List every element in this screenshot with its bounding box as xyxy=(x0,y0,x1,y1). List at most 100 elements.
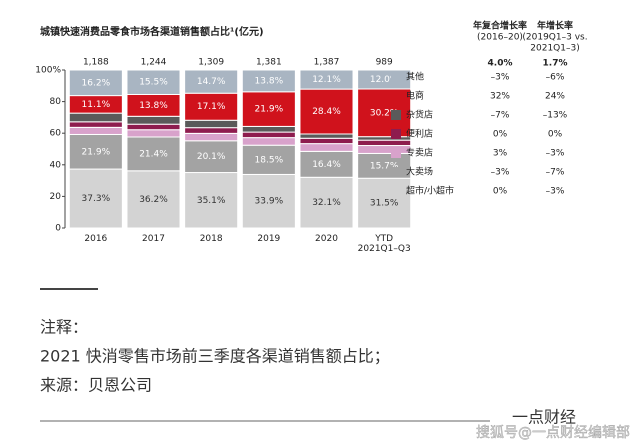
growth-value: 0% xyxy=(493,130,508,140)
x-tick-label: 2018 xyxy=(200,234,223,244)
x-tick-label: 2019 xyxy=(257,234,280,244)
bar-segment xyxy=(241,173,296,229)
bar-segment xyxy=(184,69,239,94)
value-label: 17.1% xyxy=(197,102,226,112)
bar-segment xyxy=(126,69,181,95)
growth-value: –3% xyxy=(546,187,565,197)
signature: 一点财经 xyxy=(512,408,576,427)
total-label: 1,381 xyxy=(256,58,282,68)
value-label: 21.9% xyxy=(255,105,284,115)
bar-segment xyxy=(241,131,296,139)
bar-segment xyxy=(299,143,354,152)
y-tick-label: 20 xyxy=(50,192,62,202)
legend-swatch xyxy=(391,110,401,120)
bar-segment xyxy=(68,121,123,128)
bar-segment xyxy=(357,136,412,141)
total-label: 1,188 xyxy=(83,58,109,68)
legend-swatch xyxy=(391,129,401,139)
value-label: 11.1% xyxy=(82,100,111,110)
x-tick-label: 2017 xyxy=(142,234,165,244)
growth-header: (2019Q1–3 vs. xyxy=(522,33,587,43)
value-label: 15.7% xyxy=(370,161,399,171)
bar-segment xyxy=(357,177,412,229)
legend-label: 大卖场 xyxy=(406,166,433,178)
growth-value: 32% xyxy=(490,92,510,102)
value-label: 30.2% xyxy=(370,108,399,118)
value-label: 12.1% xyxy=(312,75,341,85)
legend-swatch xyxy=(391,72,401,82)
growth-value: –7% xyxy=(491,111,510,121)
value-label: 14.7% xyxy=(197,77,226,87)
value-label: 33.9% xyxy=(255,197,284,207)
bar-segment xyxy=(357,145,412,154)
bar-segment xyxy=(184,119,239,129)
value-label: 28.4% xyxy=(312,107,341,117)
bar-segment xyxy=(241,144,296,175)
growth-value: 24% xyxy=(545,92,565,102)
growth-value: –6% xyxy=(546,73,565,83)
bar-segment xyxy=(68,133,123,170)
legend-label: 其他 xyxy=(406,71,424,83)
y-tick-label: 40 xyxy=(50,160,62,170)
growth-value: –3% xyxy=(491,168,510,178)
total-label: 1,309 xyxy=(198,58,224,68)
source: 来源：贝恩公司 xyxy=(40,376,152,395)
bar-segment xyxy=(241,69,296,93)
bar-segment xyxy=(357,139,412,147)
growth-value: –7% xyxy=(546,168,565,178)
legend-swatch xyxy=(391,91,401,101)
growth-value: –3% xyxy=(491,73,510,83)
growth-header: 年复合增长率 xyxy=(473,20,527,32)
growth-value: –3% xyxy=(546,149,565,159)
growth-value: 3% xyxy=(493,149,508,159)
value-label: 21.9% xyxy=(82,147,111,157)
bar-segment xyxy=(299,88,354,135)
value-label: 13.8% xyxy=(139,101,168,111)
watermark: 搜狐号@一点财经编辑部 xyxy=(476,425,630,441)
value-label: 18.5% xyxy=(255,155,284,165)
value-label: 15.5% xyxy=(139,78,168,88)
bar-segment xyxy=(299,137,354,145)
bar-segment xyxy=(126,123,181,131)
bar-segment xyxy=(241,137,296,146)
value-label: 16.4% xyxy=(312,160,341,170)
bar-segment xyxy=(184,127,239,134)
bar-segment xyxy=(68,126,123,135)
note-label: 注释： xyxy=(40,318,88,337)
bar-segment xyxy=(126,115,181,125)
chart-title: 城镇快速消费品零食市场各渠道销售额占比¹(亿元) xyxy=(40,25,264,38)
y-tick-label: 0 xyxy=(55,224,61,234)
growth-value: 0% xyxy=(493,187,508,197)
value-label: 32.1% xyxy=(312,198,341,208)
note-text: 2021 快消零售市场前三季度各渠道销售额占比； xyxy=(40,347,390,366)
legend-label: 专卖店 xyxy=(406,147,433,159)
bar-segment xyxy=(241,91,296,127)
legend-label: 超市/小超市 xyxy=(406,185,454,197)
value-label: 13.8% xyxy=(255,76,284,86)
bar-segment xyxy=(241,125,296,133)
legend-label: 电商 xyxy=(406,90,424,102)
bar-segment xyxy=(299,133,354,139)
value-label: 20.1% xyxy=(197,152,226,162)
x-tick-label: 2016 xyxy=(84,234,107,244)
y-tick-label: 80 xyxy=(50,97,62,107)
growth-total: 4.0% xyxy=(488,59,513,69)
total-label: 1,244 xyxy=(141,58,167,68)
growth-value: 0% xyxy=(548,130,563,140)
bar-segment xyxy=(68,112,123,123)
growth-header: 2021Q1–3) xyxy=(530,44,579,54)
bar-segment xyxy=(126,129,181,138)
bar-segment xyxy=(357,88,412,138)
y-tick-label: 100% xyxy=(35,66,61,76)
value-label: 37.3% xyxy=(82,194,111,204)
y-tick-label: 60 xyxy=(50,129,62,139)
x-tick-label: 2020 xyxy=(315,234,338,244)
growth-total: 1.7% xyxy=(543,59,568,69)
total-label: 989 xyxy=(376,58,393,68)
x-tick-label: YTD 2021Q1–Q3 xyxy=(358,234,411,254)
growth-header: (2016–20) xyxy=(477,33,523,43)
value-label: 12.0% xyxy=(370,75,399,85)
value-label: 36.2% xyxy=(139,195,168,205)
